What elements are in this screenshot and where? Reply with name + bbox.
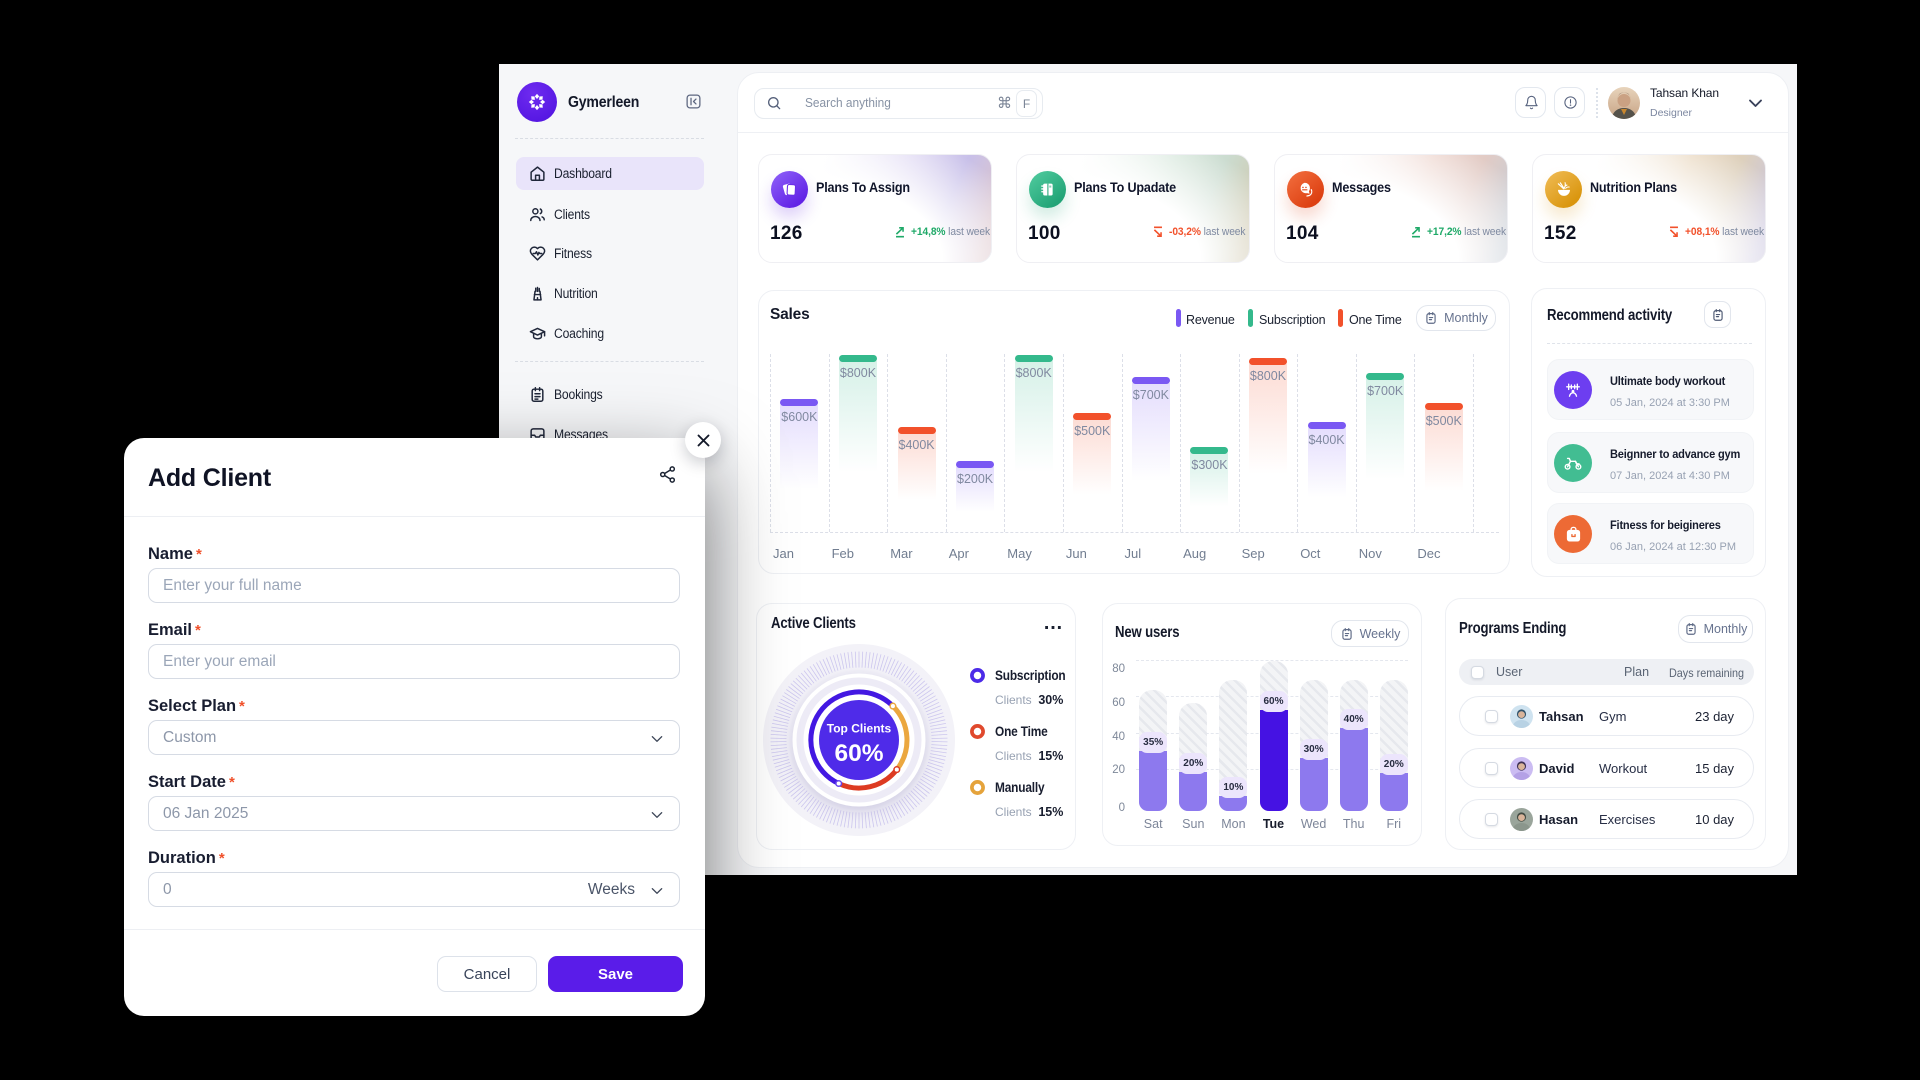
svg-text:60%: 60%: [834, 740, 883, 767]
svg-text:Top Clients: Top Clients: [827, 722, 892, 736]
